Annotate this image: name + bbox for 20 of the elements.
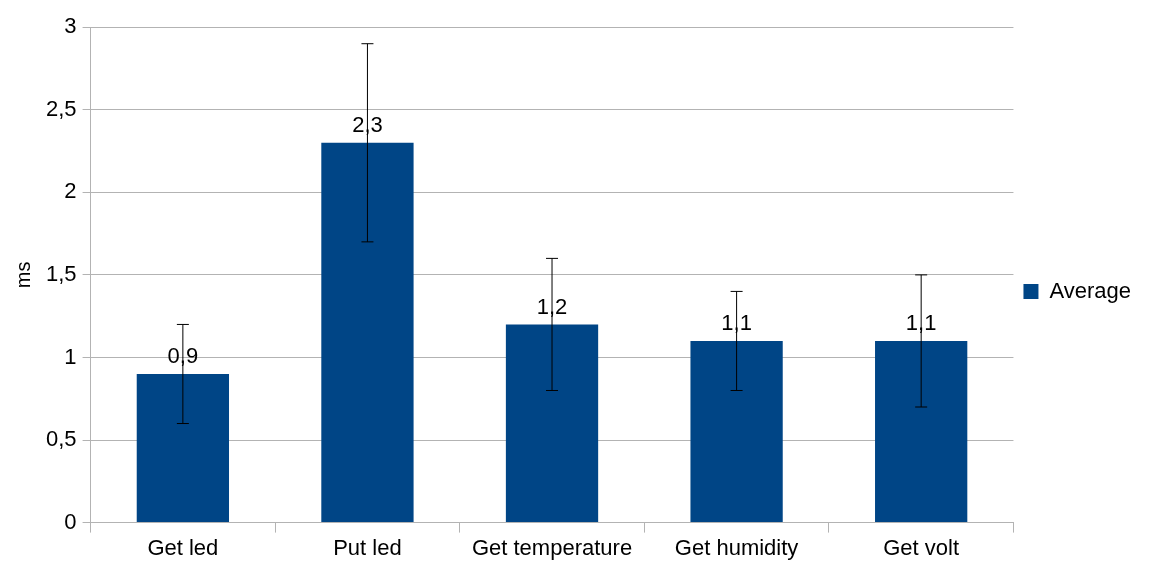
bar bbox=[690, 340, 783, 523]
data-label: 1,2 bbox=[536, 293, 568, 319]
bar bbox=[136, 373, 230, 523]
x-tick-label: Get temperature bbox=[471, 534, 633, 560]
x-tick-label: Get led bbox=[147, 534, 219, 560]
y-tick-label: 0 bbox=[64, 508, 77, 534]
y-tick-label: 2,5 bbox=[45, 95, 77, 121]
x-tick-label: Put led bbox=[333, 534, 402, 560]
bar bbox=[505, 324, 599, 523]
legend-label: Average bbox=[1049, 277, 1131, 303]
y-tick-label: 0,5 bbox=[45, 426, 77, 452]
bar bbox=[321, 142, 414, 523]
y-tick-label: 1 bbox=[64, 343, 77, 369]
y-tick-label: 2 bbox=[64, 178, 77, 204]
x-tick-label: Get volt bbox=[883, 534, 960, 560]
y-tick-label: 1,5 bbox=[45, 260, 77, 286]
bar bbox=[875, 340, 968, 523]
y-axis-title: ms bbox=[11, 261, 34, 289]
x-tick-label: Get humidity bbox=[674, 534, 799, 560]
y-tick-label: 3 bbox=[64, 13, 77, 39]
